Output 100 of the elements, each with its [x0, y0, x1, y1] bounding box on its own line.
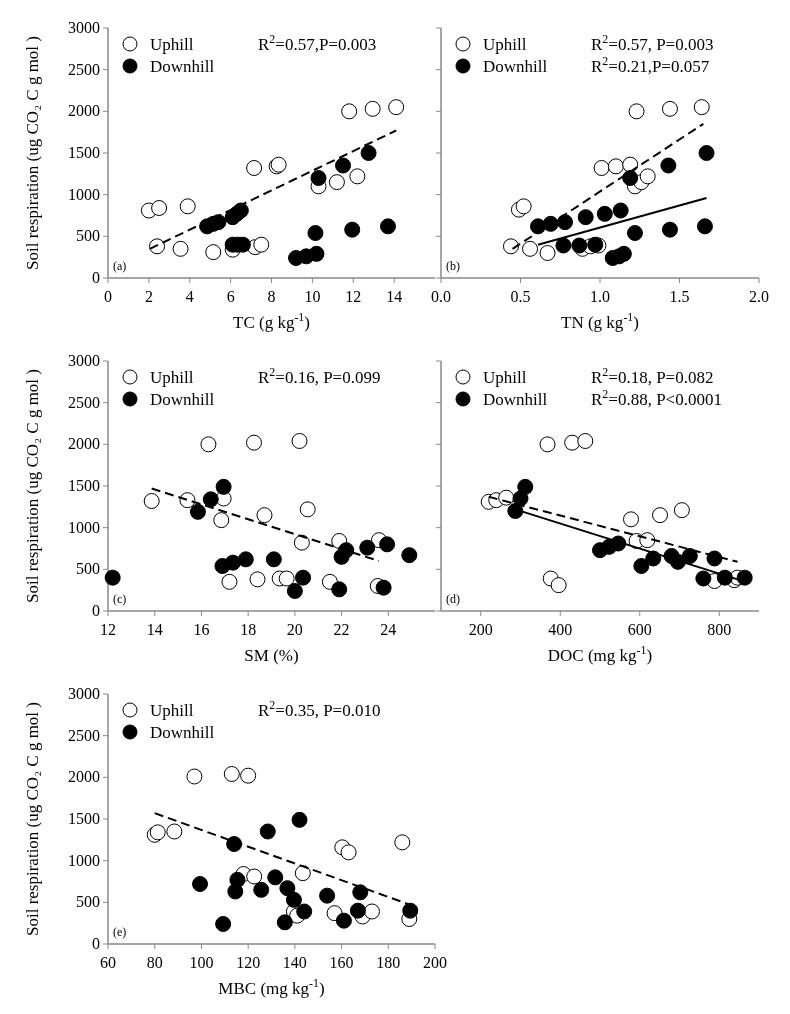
point [379, 536, 396, 553]
annotation: (d) [446, 592, 460, 606]
point [388, 99, 405, 116]
x-tick-label: 4 [185, 288, 194, 305]
x-tick-label: 200 [468, 621, 493, 638]
point [557, 214, 574, 231]
point [307, 225, 324, 241]
y-tick-label: 500 [76, 560, 100, 578]
point [299, 501, 316, 518]
x-tick-label: 0.5 [510, 288, 531, 305]
point [200, 436, 217, 453]
point [186, 768, 203, 785]
point [335, 912, 352, 929]
point [179, 198, 196, 215]
point [253, 881, 270, 898]
point [612, 202, 629, 219]
point [202, 491, 219, 508]
point [246, 160, 263, 176]
point [143, 493, 160, 509]
point [681, 548, 698, 564]
point [577, 433, 594, 449]
point [285, 891, 302, 908]
point [295, 569, 312, 586]
point [564, 434, 581, 451]
point [539, 245, 556, 261]
point [593, 160, 610, 176]
y-tick-label: 2000 [68, 435, 100, 453]
point [308, 245, 325, 262]
annotation: (a) [113, 259, 127, 273]
point [221, 573, 238, 590]
point [256, 507, 273, 524]
point [249, 571, 266, 588]
y-tick-label: 1000 [68, 185, 100, 203]
point [515, 198, 532, 215]
point [192, 876, 209, 892]
point [223, 766, 240, 782]
point [341, 103, 358, 120]
point [623, 511, 640, 528]
x-tick-label: 14 [386, 288, 403, 305]
point [661, 100, 678, 117]
point [253, 236, 270, 253]
x-tick-label: 6 [226, 288, 235, 305]
x-tick-label: 120 [236, 954, 261, 971]
point [626, 225, 643, 241]
y-tick-label: 500 [76, 893, 100, 911]
x-tick-label: 140 [282, 954, 307, 971]
x-tick-label: 200 [423, 954, 447, 971]
point [104, 569, 121, 586]
x-tick-label: 180 [376, 954, 401, 971]
x-tick-label: 800 [707, 621, 732, 638]
point [335, 157, 352, 174]
x-tick-label: 2.0 [749, 288, 769, 305]
point [340, 844, 357, 861]
x-tick-label: 22 [333, 621, 350, 638]
point [344, 221, 361, 238]
point [577, 209, 594, 226]
point [698, 145, 715, 161]
point [522, 240, 539, 257]
point [607, 158, 624, 175]
point [622, 170, 639, 186]
point [240, 767, 257, 784]
y-tick-label: 1000 [68, 518, 100, 536]
annotation: R$^{2}$=0.88, P<0.0001 [591, 387, 722, 409]
point [693, 99, 710, 116]
point [166, 823, 183, 840]
x-tick-label: 10 [304, 288, 321, 305]
annotation: (b) [446, 259, 460, 273]
x-axis-title: TC (g kg$^{-1}$) [233, 310, 310, 332]
point [237, 551, 254, 568]
x-tick-label: 2 [144, 288, 153, 305]
point [349, 168, 366, 185]
y-tick-label: 3000 [68, 352, 100, 369]
point [259, 823, 276, 840]
point [267, 869, 284, 886]
point [172, 240, 189, 257]
x-tick-label: 0.0 [431, 288, 451, 305]
point [628, 103, 645, 120]
point [349, 902, 366, 919]
x-tick-label: 12 [345, 288, 362, 305]
x-tick-label: 12 [100, 621, 116, 638]
y-axis-title: Soil respiration (ug CO₂ C g mol ) [23, 36, 42, 270]
x-axis-title: MBC (mg kg$^{-1}$) [218, 976, 325, 998]
y-axis-title: Soil respiration (ug CO₂ C g mol ) [23, 702, 42, 936]
x-tick-label: 1.5 [669, 288, 690, 305]
point [246, 868, 263, 885]
point [319, 887, 336, 904]
point [394, 834, 411, 851]
legend-label: Uphill [150, 701, 194, 720]
x-tick-label: 18 [240, 621, 257, 638]
legend-label: Uphill [483, 368, 527, 387]
x-tick-label: 8 [267, 288, 276, 305]
legend-label: Uphill [150, 368, 194, 387]
point [310, 170, 327, 186]
point [278, 570, 295, 587]
point [226, 836, 243, 852]
annotation: (e) [113, 925, 127, 939]
point [539, 436, 556, 453]
x-tick-label: 1.0 [590, 288, 610, 305]
y-tick-label: 3000 [68, 19, 100, 36]
x-tick-label: 80 [146, 954, 163, 971]
